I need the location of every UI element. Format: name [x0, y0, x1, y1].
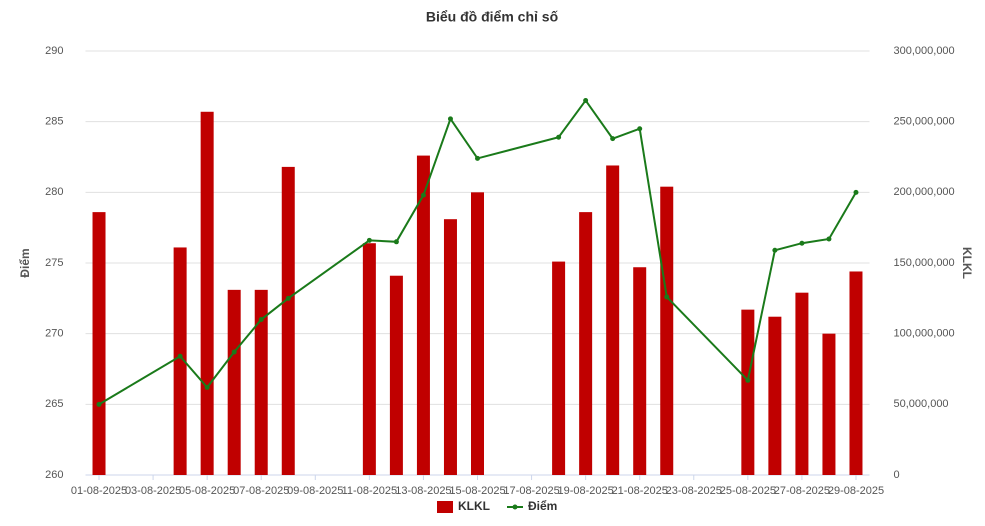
bar: [471, 192, 484, 476]
bar: [362, 243, 376, 475]
point: [745, 377, 751, 383]
point: [96, 401, 102, 407]
point: [826, 236, 832, 242]
point: [285, 295, 291, 301]
y2-tick-label: 150,000,000: [894, 257, 955, 269]
bar: [795, 292, 809, 475]
bar: [633, 267, 647, 475]
bar: [416, 155, 430, 475]
x-tick-label: 23-08-2025: [666, 485, 722, 497]
legend-label: KLKL: [458, 499, 490, 513]
point: [475, 155, 480, 161]
y-tick-label: 265: [45, 398, 63, 410]
point: [447, 116, 453, 122]
x-tick-label: 05-08-2025: [179, 485, 235, 497]
y-tick-label: 285: [45, 116, 63, 128]
legend-label: Điểm: [528, 499, 557, 513]
bar: [768, 316, 782, 475]
x-tick-label: 03-08-2025: [125, 485, 181, 497]
bar: [227, 289, 241, 475]
bar: [552, 261, 566, 475]
bar: [281, 166, 295, 476]
point: [583, 97, 589, 103]
point: [637, 126, 643, 132]
x-tick-label: 01-08-2025: [71, 485, 127, 497]
point: [366, 237, 372, 243]
x-tick-label: 09-08-2025: [287, 485, 343, 497]
bar: [443, 219, 457, 475]
y2-tick-label: 300,000,000: [894, 45, 955, 57]
bar: [579, 212, 593, 475]
bar: [660, 186, 674, 475]
x-tick-label: 25-08-2025: [720, 485, 776, 497]
x-tick-label: 29-08-2025: [828, 485, 884, 497]
x-tick-label: 27-08-2025: [774, 485, 830, 497]
bar: [389, 275, 403, 475]
x-tick-label: 17-08-2025: [503, 485, 559, 497]
x-tick-label: 19-08-2025: [557, 485, 613, 497]
bar: [92, 212, 106, 475]
y2-tick-label: 250,000,000: [894, 116, 955, 128]
point: [204, 384, 210, 390]
x-tick-label: 13-08-2025: [395, 485, 451, 497]
point: [231, 349, 237, 355]
x-tick-label: 11-08-2025: [342, 485, 397, 497]
point: [799, 240, 805, 246]
y-tick-label: 280: [45, 186, 63, 198]
y2-tick-label: 0: [894, 469, 900, 481]
x-tick-label: 07-08-2025: [233, 485, 289, 497]
point: [258, 317, 264, 323]
point: [393, 239, 399, 245]
chart-title: Biểu đồ điểm chỉ số: [426, 9, 559, 25]
y-axis-title: Điểm: [18, 248, 32, 277]
bar: [173, 247, 187, 475]
y-tick-label: 290: [45, 45, 63, 57]
bar: [254, 289, 268, 475]
y2-tick-label: 200,000,000: [894, 186, 955, 198]
bar: [822, 333, 836, 475]
bar: [741, 309, 755, 475]
y2-tick-label: 100,000,000: [894, 328, 955, 340]
point: [556, 134, 562, 140]
y2-axis-title: KLKL: [960, 247, 974, 279]
y2-tick-label: 50,000,000: [894, 398, 949, 410]
legend-swatch: [437, 501, 453, 513]
point: [177, 353, 183, 359]
legend-swatch: [512, 504, 518, 510]
y-tick-label: 275: [45, 257, 63, 269]
point: [420, 192, 426, 198]
y-tick-label: 270: [45, 328, 63, 340]
point: [610, 136, 616, 142]
point: [772, 247, 778, 253]
point: [853, 189, 859, 195]
bar: [200, 111, 214, 476]
point: [664, 294, 670, 300]
y-tick-label: 260: [45, 469, 63, 481]
bar: [849, 271, 863, 475]
x-tick-label: 21-08-2025: [612, 485, 668, 497]
bar: [606, 165, 620, 476]
x-tick-label: 15-08-2025: [449, 485, 505, 497]
